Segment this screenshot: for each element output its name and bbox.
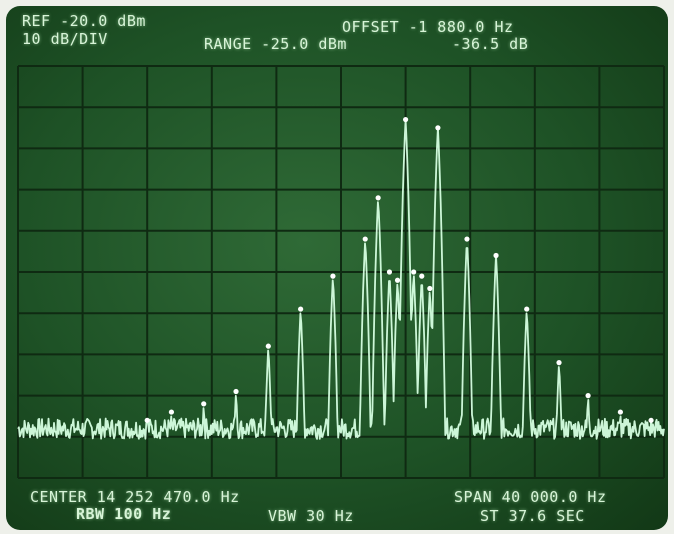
spectrum-peak [330, 273, 336, 279]
spectrum-plot [17, 65, 665, 479]
spectrum-trace [17, 118, 665, 440]
spectrum-peak [411, 269, 417, 275]
spectrum-peak [419, 273, 425, 279]
spectrum-peak [403, 116, 409, 123]
spectrum-peak [617, 409, 623, 415]
span-readout: SPAN 40 000.0 Hz [454, 488, 607, 506]
center-frequency-readout: CENTER 14 252 470.0 Hz [30, 488, 240, 506]
spectrum-peak [201, 401, 207, 407]
range-readout: RANGE -25.0 dBm [204, 35, 347, 53]
spectrum-peak [362, 236, 368, 242]
spectrum-peak [298, 306, 304, 312]
spectrum-peak [375, 195, 381, 201]
ref-level-readout: REF -20.0 dBm [22, 12, 146, 30]
offset-readout: OFFSET -1 880.0 Hz [342, 18, 514, 36]
sweep-time-readout: ST 37.6 SEC [480, 507, 585, 525]
spectrum-peak [394, 277, 401, 283]
marker-delta-readout: -36.5 dB [452, 35, 529, 53]
spectrum-peak [585, 393, 591, 399]
spectrum-peak [144, 417, 150, 423]
spectrum-peak [427, 285, 433, 292]
spectrum-peak [233, 388, 239, 395]
spectrum-peak [464, 236, 470, 242]
spectrum-peak [386, 269, 393, 275]
vbw-readout: VBW 30 Hz [268, 507, 354, 525]
spectrum-peak [493, 252, 499, 259]
spectrum-peak [524, 306, 530, 312]
scale-readout: 10 dB/DIV [22, 30, 108, 48]
spectrum-peak [168, 409, 175, 415]
spectrum-peak [556, 360, 562, 366]
rbw-readout: RBW 100 Hz [76, 505, 172, 523]
spectrum-peak [648, 417, 654, 423]
spectrum-analyzer-screen: REF -20.0 dBm 10 dB/DIV RANGE -25.0 dBm … [6, 6, 668, 530]
spectrum-peak [265, 343, 271, 349]
spectrum-peak [435, 125, 441, 131]
